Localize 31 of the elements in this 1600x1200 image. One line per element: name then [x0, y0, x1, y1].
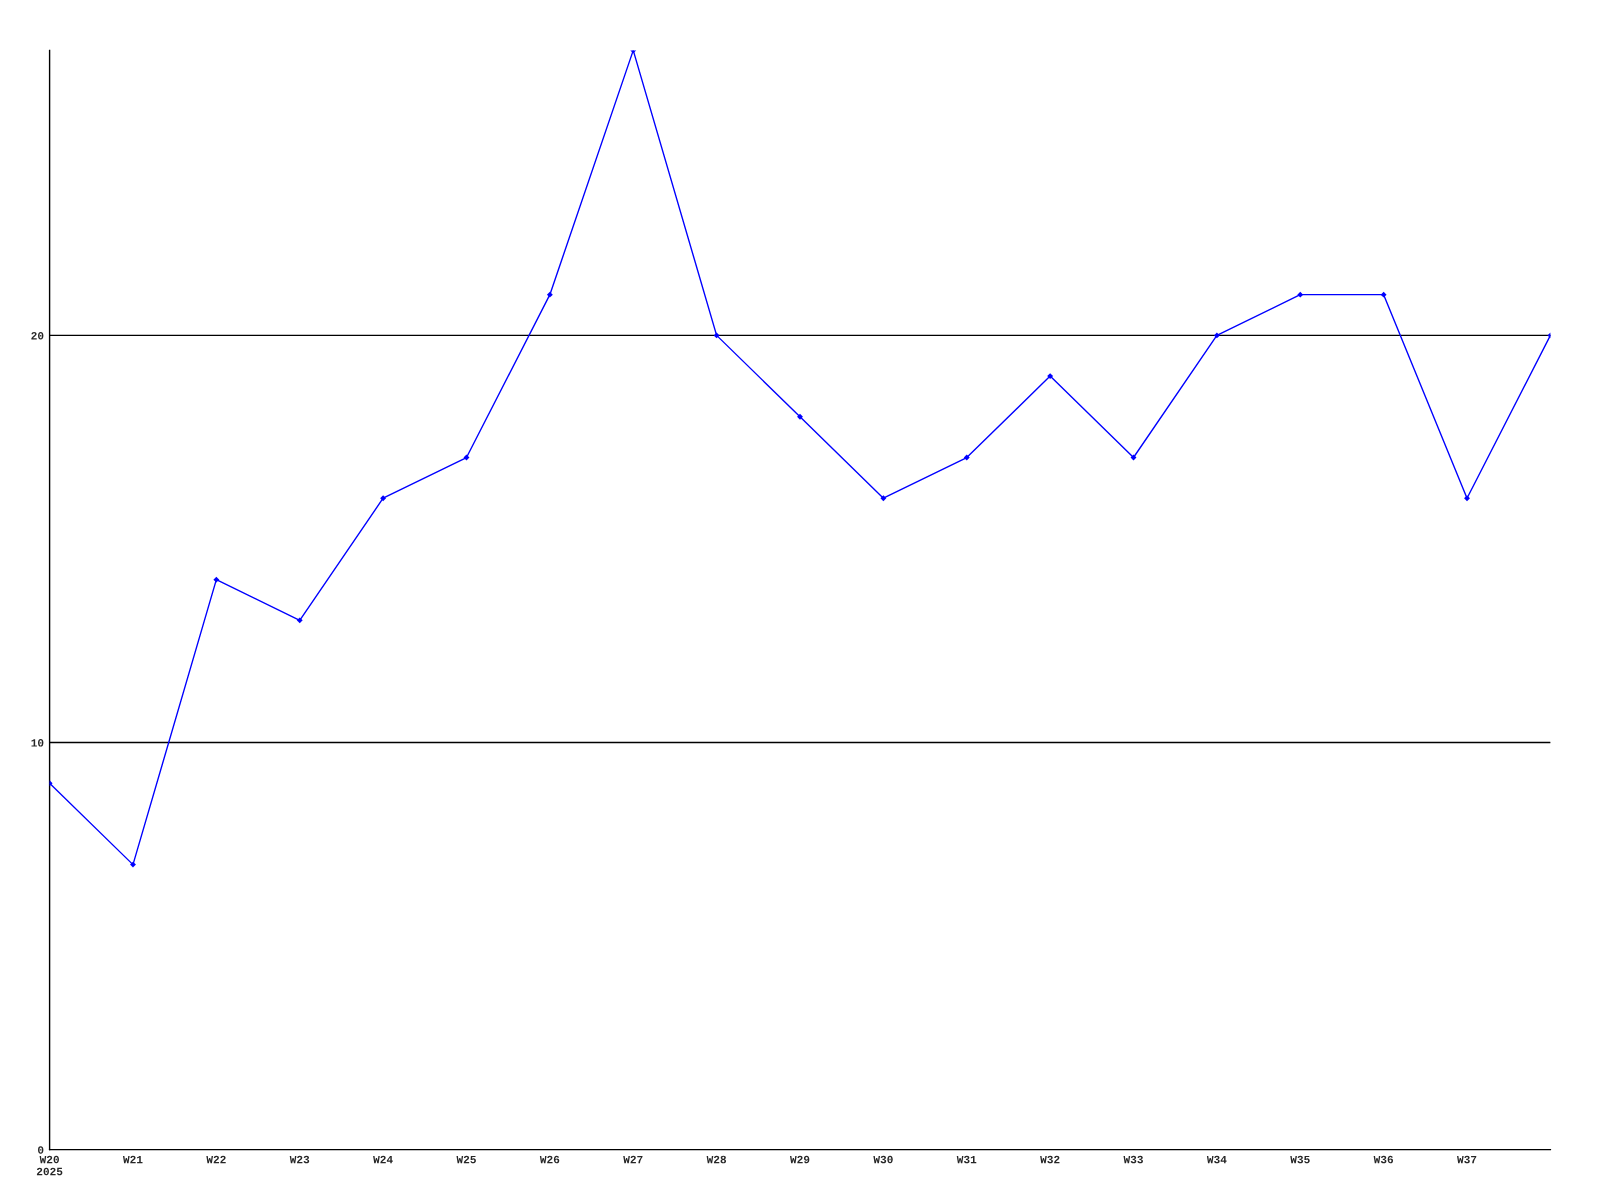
- x-tick-label: W31: [956, 1155, 977, 1164]
- point: [380, 495, 387, 502]
- x-tick-label: W24: [373, 1155, 393, 1164]
- x-tick-label: W26: [539, 1155, 560, 1164]
- x-tick-label: W37: [1457, 1155, 1477, 1164]
- x-tick-label: W35: [1290, 1155, 1310, 1164]
- point: [130, 861, 136, 868]
- x-tick-label: W32: [1040, 1155, 1060, 1164]
- x-tick-label: W33: [1123, 1155, 1143, 1164]
- point: [880, 495, 887, 502]
- point: [1297, 291, 1304, 298]
- x-tick-label: W25: [456, 1155, 476, 1164]
- x-tick-label: W34: [1206, 1155, 1227, 1164]
- point: [963, 454, 970, 461]
- y-tick-label: 20: [31, 331, 44, 340]
- point: [797, 413, 803, 420]
- x-tick-label: W27: [623, 1155, 643, 1164]
- x-tick-label: W20 2025: [36, 1155, 63, 1176]
- point: [546, 291, 553, 298]
- point: [1213, 332, 1220, 339]
- x-tick-label: W28: [706, 1155, 727, 1164]
- x-tick-label: W21: [122, 1155, 143, 1164]
- x-tick-label: W23: [289, 1155, 310, 1164]
- point: [296, 617, 303, 624]
- y-tick-label: 0: [38, 1146, 44, 1154]
- x-tick-label: W30: [873, 1155, 893, 1164]
- x-tick-label: W36: [1373, 1155, 1394, 1164]
- x-tick-label: W22: [206, 1155, 226, 1164]
- x-tick-label: W29: [790, 1155, 810, 1164]
- point: [1464, 495, 1470, 502]
- y-tick-label: 10: [31, 739, 44, 747]
